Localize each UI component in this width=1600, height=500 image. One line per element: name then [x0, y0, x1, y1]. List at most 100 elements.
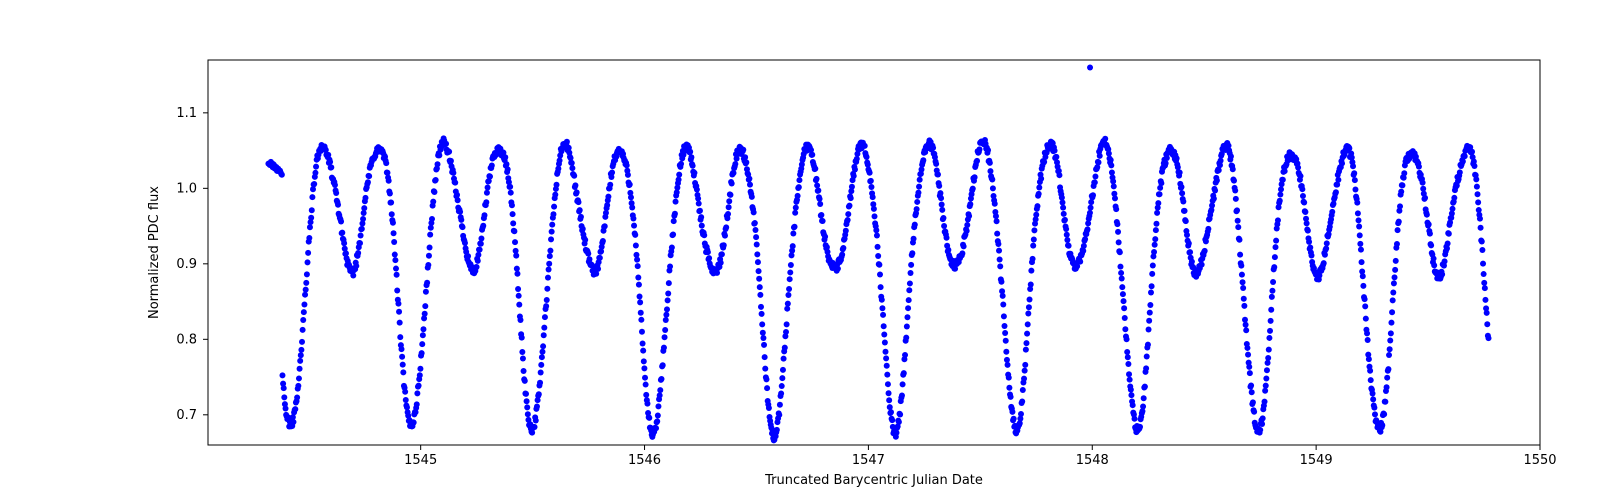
data-point — [666, 280, 672, 286]
data-point — [996, 248, 1002, 254]
data-point — [1390, 297, 1396, 303]
data-point — [936, 183, 942, 189]
data-point — [959, 250, 965, 256]
data-point — [414, 390, 420, 396]
data-point — [1122, 326, 1128, 332]
data-point — [886, 390, 892, 396]
data-point — [538, 369, 544, 375]
data-point — [940, 215, 946, 221]
data-point — [814, 182, 820, 188]
data-point — [361, 205, 367, 211]
data-point — [402, 389, 408, 395]
data-point — [1187, 249, 1193, 255]
data-point — [502, 154, 508, 160]
data-point — [793, 205, 799, 211]
data-point — [939, 207, 945, 213]
data-point — [429, 216, 435, 222]
data-point — [513, 253, 519, 259]
data-point — [870, 194, 876, 200]
data-point — [392, 257, 398, 263]
data-point — [279, 172, 285, 178]
data-point — [899, 393, 905, 399]
data-point — [1445, 241, 1451, 247]
data-point — [306, 235, 312, 241]
data-point — [1112, 195, 1118, 201]
data-point — [884, 363, 890, 369]
data-point — [1125, 354, 1131, 360]
data-point — [817, 201, 823, 207]
data-point — [450, 170, 456, 176]
data-point — [518, 317, 524, 323]
data-point — [1228, 153, 1234, 159]
data-point — [516, 302, 522, 308]
data-point — [333, 190, 339, 196]
data-point — [972, 174, 978, 180]
data-point — [388, 200, 394, 206]
data-point — [1116, 239, 1122, 245]
data-point — [818, 212, 824, 218]
data-point — [547, 248, 553, 254]
data-point — [653, 425, 659, 431]
data-point — [419, 350, 425, 356]
data-point — [1033, 212, 1039, 218]
data-point — [1150, 263, 1156, 269]
data-point — [1028, 281, 1034, 287]
data-point — [396, 309, 402, 315]
data-point — [884, 372, 890, 378]
data-point — [1061, 211, 1067, 217]
data-point — [514, 271, 520, 277]
data-point — [1424, 212, 1430, 218]
data-point — [1163, 160, 1169, 166]
data-point — [945, 247, 951, 253]
data-point — [1003, 349, 1009, 355]
data-point — [727, 192, 733, 198]
data-point — [1393, 258, 1399, 264]
data-point — [547, 253, 553, 259]
data-point — [383, 160, 389, 166]
data-point — [877, 272, 883, 278]
data-point — [1018, 411, 1024, 417]
data-point — [532, 424, 538, 430]
data-point — [424, 280, 430, 286]
data-point — [1153, 227, 1159, 233]
data-point — [540, 343, 546, 349]
data-point — [642, 375, 648, 381]
data-point — [643, 382, 649, 388]
data-point — [433, 177, 439, 183]
data-point — [911, 236, 917, 242]
data-point — [1269, 288, 1275, 294]
data-point — [732, 161, 738, 167]
data-point — [533, 417, 539, 423]
data-point — [629, 205, 635, 211]
data-point — [1431, 256, 1437, 262]
data-point — [1087, 65, 1093, 71]
data-point — [544, 286, 550, 292]
data-point — [637, 294, 643, 300]
data-point — [1205, 226, 1211, 232]
data-point — [1280, 177, 1286, 183]
data-point — [1401, 170, 1407, 176]
data-point — [701, 232, 707, 238]
data-point — [1002, 323, 1008, 329]
data-point — [484, 190, 490, 196]
data-point — [878, 284, 884, 290]
data-point — [366, 173, 372, 179]
data-point — [300, 317, 306, 323]
data-point — [697, 208, 703, 214]
data-point — [411, 419, 417, 425]
data-point — [1237, 252, 1243, 258]
data-point — [876, 262, 882, 268]
data-point — [1321, 260, 1327, 266]
data-point — [1063, 226, 1069, 232]
data-point — [914, 199, 920, 205]
data-point — [638, 310, 644, 316]
data-point — [849, 184, 855, 190]
data-point — [1011, 416, 1017, 422]
data-point — [1475, 199, 1481, 205]
data-point — [1362, 303, 1368, 309]
data-point — [572, 182, 578, 188]
data-point — [420, 332, 426, 338]
data-point — [883, 355, 889, 361]
data-point — [722, 233, 728, 239]
data-point — [904, 324, 910, 330]
